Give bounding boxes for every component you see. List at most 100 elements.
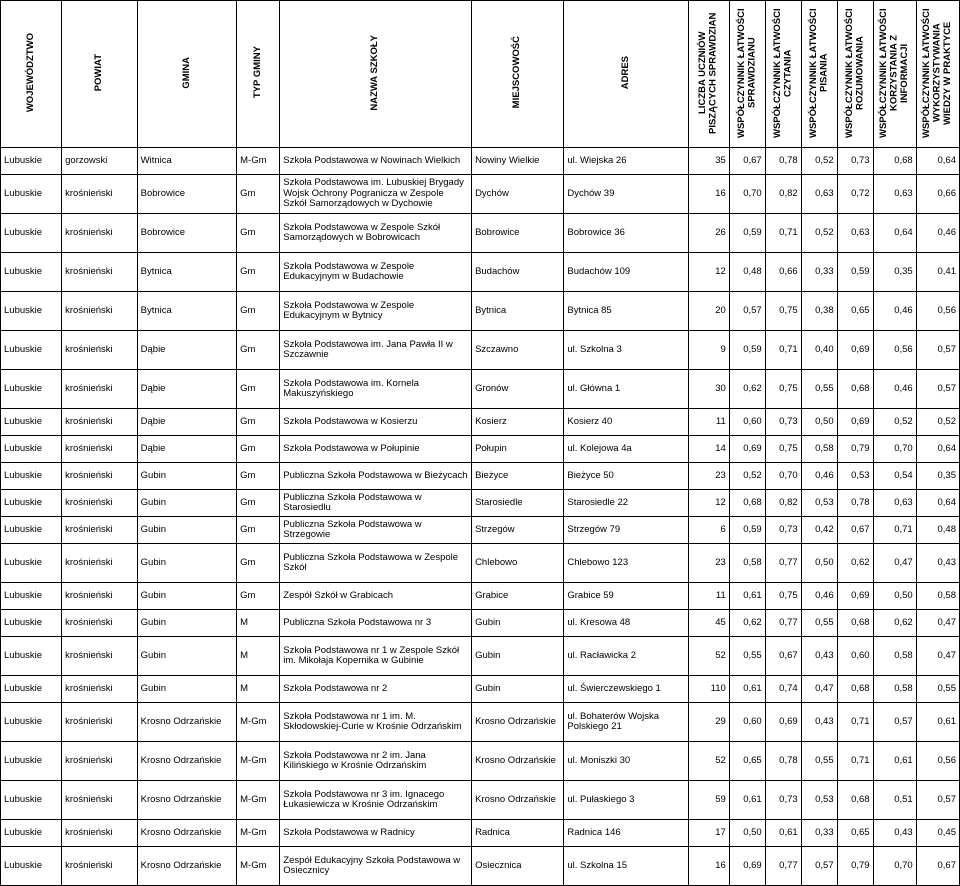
column-header-label: WSPÓŁCZYNNIK ŁATWOŚCI CZYTANIA <box>773 5 794 141</box>
table-cell: 0,66 <box>765 253 801 292</box>
table-cell: Lubuskie <box>1 847 62 886</box>
table-cell: 0,73 <box>765 781 801 820</box>
table-cell: Gm <box>237 463 280 490</box>
table-cell: Lubuskie <box>1 610 62 637</box>
table-cell: 0,75 <box>765 583 801 610</box>
table-cell: 0,55 <box>801 610 837 637</box>
table-cell: M-Gm <box>237 781 280 820</box>
table-cell: 0,58 <box>801 436 837 463</box>
column-header: WSPÓŁCZYNNIK ŁATWOŚCI WYKORZYSTYWANIA WI… <box>916 1 959 148</box>
table-cell: 0,68 <box>837 610 873 637</box>
table-cell: 0,52 <box>801 148 837 175</box>
table-cell: ul. Kresowa 48 <box>564 610 689 637</box>
table-cell: 0,71 <box>837 742 873 781</box>
table-cell: krośnieński <box>62 583 138 610</box>
table-cell: Gm <box>237 517 280 544</box>
table-cell: 0,71 <box>873 517 916 544</box>
table-cell: 0,45 <box>916 820 959 847</box>
table-cell: Szkoła Podstawowa nr 3 im. Ignacego Łuka… <box>280 781 472 820</box>
table-cell: 30 <box>689 370 730 409</box>
column-header-label: ADRES <box>621 56 631 89</box>
table-cell: 0,63 <box>873 175 916 214</box>
table-cell: Gronów <box>472 370 564 409</box>
table-cell: Szkoła Podstawowa w Radnicy <box>280 820 472 847</box>
table-cell: Szkoła Podstawowa w Połupinie <box>280 436 472 463</box>
table-cell: Witnica <box>137 148 236 175</box>
table-row: LubuskiekrośnieńskiGubinGmPubliczna Szko… <box>1 463 960 490</box>
table-cell: Lubuskie <box>1 463 62 490</box>
table-cell: Szkoła Podstawowa nr 2 im. Jana Kiliński… <box>280 742 472 781</box>
table-row: LubuskiekrośnieńskiDąbieGmSzkoła Podstaw… <box>1 436 960 463</box>
table-cell: 0,59 <box>729 214 765 253</box>
column-header-label: WSPÓŁCZYNNIK ŁATWOŚCI ROZUMOWANIA <box>845 5 866 141</box>
table-cell: 9 <box>689 331 730 370</box>
table-cell: Szkoła Podstawowa w Zespole Edukacyjnym … <box>280 253 472 292</box>
table-cell: Gm <box>237 370 280 409</box>
column-header-label: POWIAT <box>94 54 104 91</box>
table-cell: 0,82 <box>765 175 801 214</box>
table-cell: Osiecznica <box>472 847 564 886</box>
table-cell: Gm <box>237 490 280 517</box>
table-cell: 0,48 <box>729 253 765 292</box>
table-cell: 0,43 <box>916 544 959 583</box>
table-cell: M-Gm <box>237 703 280 742</box>
table-row: LubuskiekrośnieńskiGubinMSzkoła Podstawo… <box>1 676 960 703</box>
table-row: LubuskiekrośnieńskiDąbieGmSzkoła Podstaw… <box>1 331 960 370</box>
table-cell: Chlebowo <box>472 544 564 583</box>
table-cell: 0,52 <box>729 463 765 490</box>
table-cell: krośnieński <box>62 370 138 409</box>
table-cell: Radnica <box>472 820 564 847</box>
table-cell: M-Gm <box>237 820 280 847</box>
table-cell: Gubin <box>137 610 236 637</box>
table-cell: 0,70 <box>729 175 765 214</box>
table-cell: 0,58 <box>729 544 765 583</box>
table-cell: 0,55 <box>729 637 765 676</box>
table-cell: Publiczna Szkoła Podstawowa w Strzegowie <box>280 517 472 544</box>
table-cell: Gm <box>237 253 280 292</box>
table-cell: gorzowski <box>62 148 138 175</box>
table-cell: krośnieński <box>62 544 138 583</box>
table-cell: 0,53 <box>801 490 837 517</box>
table-cell: ul. Moniszki 30 <box>564 742 689 781</box>
table-cell: Dąbie <box>137 370 236 409</box>
table-cell: krośnieński <box>62 847 138 886</box>
table-cell: 0,58 <box>873 637 916 676</box>
table-cell: Lubuskie <box>1 637 62 676</box>
table-cell: 0,64 <box>916 148 959 175</box>
table-cell: Połupin <box>472 436 564 463</box>
table-cell: krośnieński <box>62 463 138 490</box>
table-cell: 0,33 <box>801 820 837 847</box>
table-cell: krośnieński <box>62 676 138 703</box>
table-row: LubuskiekrośnieńskiDąbieGmSzkoła Podstaw… <box>1 370 960 409</box>
table-cell: 0,69 <box>729 847 765 886</box>
table-cell: 0,67 <box>765 637 801 676</box>
table-cell: 0,78 <box>765 742 801 781</box>
table-cell: krośnieński <box>62 253 138 292</box>
table-row: LubuskiekrośnieńskiDąbieGmSzkoła Podstaw… <box>1 409 960 436</box>
table-cell: Gubin <box>472 637 564 676</box>
table-cell: ul. Szkolna 3 <box>564 331 689 370</box>
table-cell: 0,78 <box>837 490 873 517</box>
table-row: LubuskiekrośnieńskiBytnicaGmSzkoła Podst… <box>1 292 960 331</box>
table-cell: Szkoła Podstawowa w Zespole Edukacyjnym … <box>280 292 472 331</box>
table-cell: 0,41 <box>916 253 959 292</box>
table-cell: Szkoła Podstawowa w Nowinach Wielkich <box>280 148 472 175</box>
table-cell: Budachów <box>472 253 564 292</box>
table-cell: M-Gm <box>237 148 280 175</box>
table-cell: krośnieński <box>62 781 138 820</box>
table-cell: 0,50 <box>801 409 837 436</box>
column-header: GMINA <box>137 1 236 148</box>
table-row: LubuskiekrośnieńskiGubinGmPubliczna Szko… <box>1 517 960 544</box>
table-row: LubuskiekrośnieńskiKrosno OdrzańskieM-Gm… <box>1 742 960 781</box>
table-cell: 0,69 <box>729 436 765 463</box>
table-cell: Lubuskie <box>1 544 62 583</box>
table-cell: Gm <box>237 214 280 253</box>
table-cell: 0,71 <box>837 703 873 742</box>
table-row: LubuskiekrośnieńskiGubinGmZespół Szkół w… <box>1 583 960 610</box>
table-cell: 0,46 <box>801 463 837 490</box>
table-cell: 0,62 <box>837 544 873 583</box>
table-cell: Lubuskie <box>1 253 62 292</box>
table-cell: 0,46 <box>873 292 916 331</box>
column-header: NAZWA SZKOŁY <box>280 1 472 148</box>
table-cell: Szkoła Podstawowa im. Lubuskiej Brygady … <box>280 175 472 214</box>
